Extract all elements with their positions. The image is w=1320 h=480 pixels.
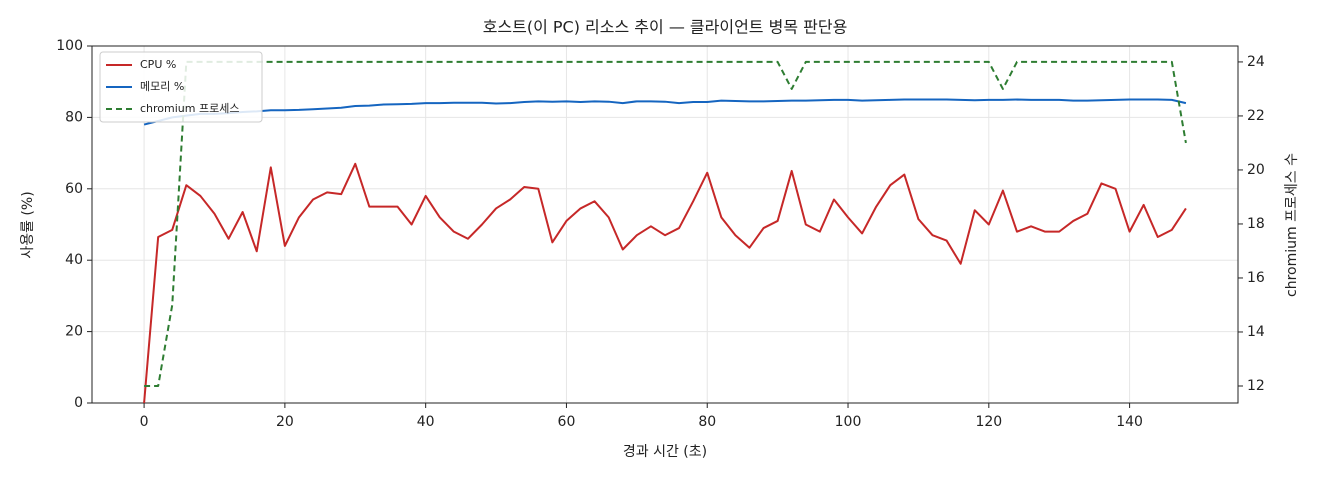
- x-tick-label: 120: [975, 414, 1002, 430]
- x-tick-label: 100: [835, 414, 862, 430]
- y2-axis-label: chromium 프로세스 수: [1284, 153, 1300, 297]
- x-tick-label: 140: [1116, 414, 1143, 430]
- x-tick-label: 60: [558, 414, 576, 430]
- legend-label: CPU %: [140, 58, 176, 71]
- y2-tick-label: 18: [1247, 216, 1265, 232]
- y-tick-label: 0: [74, 395, 83, 411]
- y-tick-label: 60: [65, 181, 83, 197]
- legend-label: chromium 프로세스: [140, 102, 239, 115]
- x-tick-label: 80: [698, 414, 716, 430]
- y2-tick-label: 20: [1247, 162, 1265, 178]
- y2-tick-label: 12: [1247, 378, 1265, 394]
- y-axis-label: 사용률 (%): [20, 191, 36, 258]
- series-line: [144, 60, 1187, 387]
- legend-label: 메모리 %: [140, 80, 184, 93]
- y2-tick-label: 14: [1247, 324, 1265, 340]
- y2-tick-label: 16: [1247, 270, 1265, 286]
- x-tick-label: 40: [417, 414, 435, 430]
- y2-tick-label: 24: [1247, 54, 1265, 70]
- plot-frame: [91, 45, 1239, 404]
- legend-box: [99, 51, 263, 123]
- y2-tick-label: 22: [1247, 108, 1265, 124]
- x-tick-label: 0: [140, 414, 149, 430]
- y-tick-label: 20: [65, 324, 83, 340]
- x-axis-label: 경과 시간 (초): [623, 444, 707, 460]
- chart-title: 호스트(이 PC) 리소스 추이 — 클라이언트 병목 판단용: [483, 18, 848, 37]
- series-line: [143, 162, 1187, 404]
- y-tick-label: 100: [56, 38, 83, 54]
- y-tick-label: 40: [65, 252, 83, 268]
- series-line: [143, 98, 1187, 126]
- x-tick-label: 20: [276, 414, 294, 430]
- y-tick-label: 80: [65, 109, 83, 125]
